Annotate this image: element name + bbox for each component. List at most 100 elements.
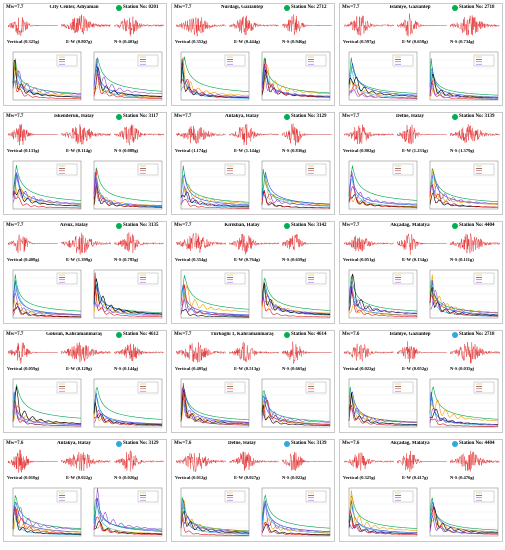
station-panel: Mw=7.6 Defne, Hatay Station No: 3139 Vertic… — [171, 439, 335, 542]
spectrum-curve — [261, 500, 331, 532]
acceleration-trace — [282, 452, 332, 471]
magnitude-label: Mw=7.6 — [6, 441, 24, 446]
spectrum-legend — [56, 272, 78, 285]
spectrum-legend — [137, 490, 159, 503]
vertical-pga-label: Vertical (0.012g) — [175, 475, 208, 480]
spectrum-curve — [429, 513, 499, 533]
station-number: Station No: 3129 — [291, 114, 327, 119]
ns-waveform — [282, 14, 332, 35]
component-labels: Vertical (0.354g) E-W (0.764g) N-S (0.659g… — [172, 257, 334, 264]
spectrum-curve — [12, 81, 82, 100]
east-west-spectrum-plot — [12, 160, 82, 210]
panel-header: Mw=7.7 Antakya, Hatay Station No: 3129 — [172, 113, 334, 124]
spectrum-curve — [12, 501, 82, 533]
component-labels: Vertical (0.010g) E-W (0.022g) N-S (0.026g… — [4, 475, 166, 482]
spectrum-legend — [56, 54, 78, 67]
ns-waveform — [450, 124, 500, 143]
spectrum-curve — [429, 279, 499, 313]
acceleration-trace — [176, 232, 226, 253]
ns-waveform — [114, 124, 164, 146]
ew-waveform — [229, 123, 279, 145]
spectrum-legend — [137, 272, 159, 285]
station-number: Station No: 3139 — [459, 114, 495, 119]
station-number: Station No: 0201 — [123, 5, 159, 10]
vertical-waveform — [176, 125, 226, 144]
spectrum-legend — [473, 272, 495, 285]
city-label: İskenderun, Hatay — [53, 114, 94, 119]
spectrum-curve — [348, 500, 418, 533]
city-label: Antakya, Hatay — [225, 114, 259, 119]
ew-waveform — [397, 341, 447, 363]
spectrum-curve — [348, 68, 418, 99]
acceleration-trace — [176, 17, 226, 37]
spectrum-curve — [261, 390, 331, 422]
component-labels: Vertical (0.405g) E-W (0.513g) N-S (0.665g… — [172, 366, 334, 373]
spectrum-legend — [305, 490, 327, 503]
spectrum-legend — [305, 272, 327, 285]
east-west-spectrum-plot — [12, 378, 82, 428]
east-west-spectrum-plot — [348, 269, 418, 319]
spectrum-curve — [93, 520, 163, 535]
spectrum-curve — [180, 285, 250, 313]
spectrum-curve — [348, 275, 418, 312]
north-south-spectrum-plot — [261, 51, 331, 101]
acceleration-trace — [61, 14, 111, 35]
ns-waveform — [114, 16, 164, 37]
spectrum-legend — [392, 163, 414, 176]
spectrum-curve — [348, 273, 418, 314]
ns-pga-label: N-S (0.022g) — [282, 475, 307, 480]
vertical-waveform — [344, 124, 394, 144]
ns-pga-label: N-S (0.088g) — [114, 148, 139, 153]
spectrum-curve — [93, 286, 163, 317]
north-south-spectrum-plot — [93, 160, 163, 210]
east-west-spectrum-plot — [180, 160, 250, 210]
station-marker-icon — [452, 223, 458, 229]
spectrum-curve — [348, 523, 418, 535]
spectrum-curve — [93, 272, 163, 318]
magnitude-label: Mw=7.7 — [174, 114, 192, 119]
spectrum-curve — [93, 487, 163, 530]
spectrum-curve — [12, 59, 82, 97]
spectrum-curve — [180, 499, 250, 533]
waveform-row — [172, 340, 334, 365]
spectrum-curve — [12, 70, 82, 95]
spectrum-legend — [224, 490, 246, 503]
panel-header: Mw=7.6 Antakya, Hatay Station No: 3129 — [4, 440, 166, 451]
north-south-spectrum-plot — [429, 487, 499, 537]
spectrum-curve — [12, 174, 82, 204]
panel-header: Mw=7.7 Kırıkhan, Hatay Station No: 3142 — [172, 222, 334, 233]
station-panel: Mw=7.7 İslahiye, Gaziantep Station No: 271… — [339, 3, 503, 106]
spectrum-curve — [429, 399, 499, 422]
ew-waveform — [229, 341, 279, 363]
city-label: Antakya, Hatay — [57, 441, 91, 446]
spectrum-curve — [261, 405, 331, 426]
ns-pga-label: N-S (1.379g) — [450, 148, 475, 153]
ns-waveform — [450, 342, 500, 364]
spectrum-curve — [12, 383, 82, 419]
spectrum-curve — [261, 172, 331, 205]
spectrum-curve — [93, 392, 163, 425]
station-number: Station No: 2712 — [291, 5, 327, 10]
spectrum-curve — [12, 386, 82, 424]
station-marker-icon — [284, 5, 290, 11]
vertical-pga-label: Vertical (0.010g) — [7, 475, 40, 480]
spectrum-curve — [261, 397, 330, 423]
magnitude-label: Mw=7.7 — [6, 223, 24, 228]
ew-waveform — [397, 124, 447, 145]
acceleration-trace — [61, 451, 111, 472]
ns-pga-label: N-S (0.111g) — [450, 257, 474, 262]
acceleration-trace — [282, 123, 332, 146]
spectrum-curve — [12, 505, 82, 535]
ew-pga-label: E-W (0.807g) — [66, 39, 92, 44]
ns-waveform — [114, 450, 164, 472]
component-labels: Vertical (0.133g) E-W (0.114g) N-S (0.088g… — [4, 148, 166, 155]
ns-pga-label: N-S (0.665g) — [282, 366, 307, 371]
magnitude-label: Mw=7.7 — [342, 223, 360, 228]
spectrum-curve — [261, 398, 331, 425]
acceleration-trace — [450, 233, 500, 254]
ns-waveform — [114, 343, 164, 362]
ew-waveform — [397, 450, 447, 472]
spectrum-curve — [348, 391, 418, 423]
vertical-waveform — [344, 343, 394, 362]
spectrum-curve — [180, 389, 250, 423]
